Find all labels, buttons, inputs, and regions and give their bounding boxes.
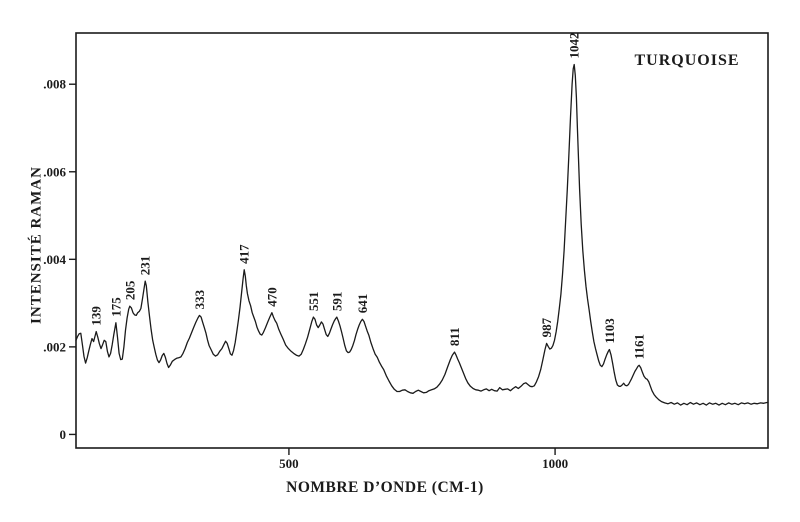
peak-label: 175 — [108, 297, 123, 317]
peak-label: 987 — [539, 317, 554, 337]
peak-label: 139 — [89, 306, 104, 326]
x-axis-tick-label: 1000 — [542, 456, 568, 471]
x-axis-tick-label: 500 — [279, 456, 299, 471]
peak-label: 551 — [306, 292, 321, 312]
peak-label: 231 — [138, 256, 153, 276]
peak-label: 1103 — [602, 318, 617, 344]
peak-label: 811 — [447, 327, 462, 346]
peak-label: 205 — [122, 280, 137, 300]
peak-label: 641 — [355, 294, 370, 314]
y-axis-tick-label: .004 — [43, 252, 66, 267]
peak-label: 591 — [329, 292, 344, 312]
peak-label: 333 — [192, 289, 207, 309]
peak-label: 470 — [264, 287, 279, 307]
mineral-name-label: TURQUOISE — [634, 52, 740, 69]
y-axis-title: INTENSITÉ RAMAN — [28, 166, 45, 324]
plot-border — [75, 32, 769, 449]
y-axis-tick-label: 0 — [60, 427, 67, 442]
peak-label: 1161 — [632, 334, 647, 359]
y-axis-tick-label: .002 — [43, 339, 66, 354]
peak-label: 1042 — [567, 33, 582, 59]
spectrum-line — [75, 63, 769, 406]
peak-label: 417 — [237, 244, 252, 264]
y-axis-tick-label: .008 — [43, 77, 66, 92]
y-axis-tick-label: .006 — [43, 164, 66, 179]
x-axis-title: NOMBRE D’ONDE (CM-1) — [286, 479, 484, 496]
